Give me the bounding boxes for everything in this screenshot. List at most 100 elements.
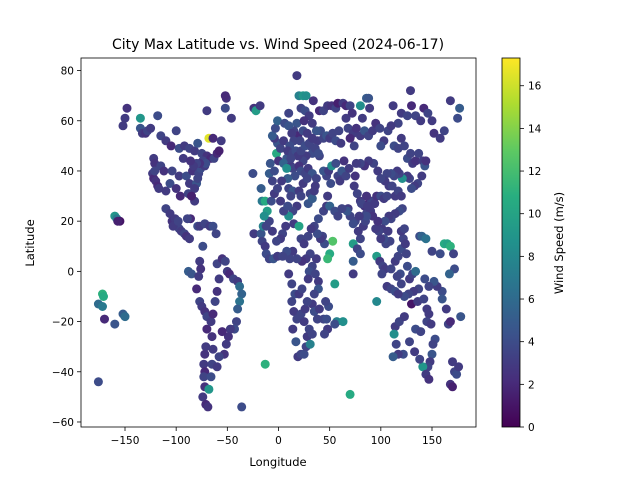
data-point-562 bbox=[287, 297, 297, 306]
data-point-293 bbox=[423, 108, 433, 118]
data-point-384 bbox=[411, 266, 421, 276]
data-point-349 bbox=[387, 181, 397, 191]
data-point-577 bbox=[305, 339, 315, 349]
data-point-573 bbox=[299, 317, 309, 327]
data-point-332 bbox=[351, 158, 361, 168]
data-point-466 bbox=[322, 314, 332, 324]
y-tick-label: −20 bbox=[52, 317, 74, 329]
data-point-10 bbox=[110, 319, 120, 329]
data-point-99 bbox=[208, 221, 218, 231]
data-point-158 bbox=[256, 184, 266, 193]
data-point-262 bbox=[345, 101, 355, 111]
data-point-519 bbox=[286, 153, 296, 163]
data-point-470 bbox=[321, 297, 331, 306]
data-point-457 bbox=[310, 269, 320, 279]
data-point-269 bbox=[349, 141, 359, 151]
data-point-502 bbox=[396, 279, 406, 289]
data-point-389 bbox=[435, 249, 445, 259]
y-tick-label: 60 bbox=[61, 116, 74, 128]
data-point-516 bbox=[307, 133, 317, 143]
data-point-62 bbox=[178, 153, 188, 163]
data-point-347 bbox=[382, 191, 392, 201]
data-point-546 bbox=[294, 221, 304, 231]
data-point-352 bbox=[396, 191, 406, 201]
data-point-170 bbox=[265, 158, 275, 168]
data-point-418 bbox=[424, 374, 434, 384]
data-point-79 bbox=[190, 184, 200, 193]
data-point-575 bbox=[300, 304, 310, 314]
data-point-541 bbox=[276, 196, 285, 206]
data-point-333 bbox=[350, 171, 360, 181]
data-point-161 bbox=[256, 229, 266, 239]
data-point-200 bbox=[308, 96, 318, 106]
data-point-441 bbox=[448, 382, 457, 392]
data-point-230 bbox=[326, 179, 336, 188]
data-point-543 bbox=[283, 201, 293, 211]
x-tick-label: −100 bbox=[162, 435, 191, 447]
data-point-421 bbox=[405, 337, 414, 347]
x-axis: −150 −100 −50 0 50 100 150 bbox=[111, 427, 442, 447]
data-point-100 bbox=[211, 229, 221, 239]
data-point-580 bbox=[297, 284, 307, 294]
data-point-460 bbox=[309, 289, 319, 299]
data-point-565 bbox=[288, 324, 298, 334]
data-point-5 bbox=[100, 314, 109, 324]
data-point-304 bbox=[399, 141, 409, 151]
data-point-60 bbox=[174, 171, 184, 181]
data-point-240 bbox=[344, 163, 354, 173]
y-tick-label: 20 bbox=[61, 216, 74, 228]
data-point-282 bbox=[376, 141, 386, 151]
data-point-538 bbox=[266, 196, 276, 206]
data-point-495 bbox=[362, 191, 371, 201]
data-point-176 bbox=[267, 131, 277, 141]
data-point-535 bbox=[259, 211, 269, 221]
data-point-22 bbox=[153, 111, 163, 121]
data-point-163 bbox=[260, 241, 270, 251]
x-axis-label: Longitude bbox=[249, 455, 306, 469]
data-point-4 bbox=[98, 302, 107, 311]
data-point-61 bbox=[175, 191, 185, 201]
data-point-416 bbox=[418, 362, 428, 372]
data-point-548 bbox=[299, 239, 309, 249]
data-point-296 bbox=[435, 133, 445, 143]
data-point-361 bbox=[371, 224, 381, 234]
data-point-453 bbox=[311, 254, 321, 264]
data-point-190 bbox=[277, 176, 287, 186]
data-point-419 bbox=[415, 354, 425, 364]
data-point-576 bbox=[302, 297, 312, 306]
data-point-0 bbox=[93, 377, 103, 387]
data-point-92 bbox=[182, 214, 192, 224]
data-point-506 bbox=[287, 128, 297, 138]
data-point-563 bbox=[289, 307, 299, 316]
data-point-141 bbox=[235, 297, 245, 306]
data-point-480 bbox=[355, 249, 365, 259]
x-tick-label: 150 bbox=[422, 435, 442, 447]
data-point-102 bbox=[187, 269, 196, 279]
data-point-129 bbox=[210, 297, 220, 306]
data-point-474 bbox=[338, 317, 348, 327]
data-point-491 bbox=[362, 211, 371, 221]
data-point-263 bbox=[347, 108, 357, 118]
data-points bbox=[93, 71, 466, 412]
data-point-275 bbox=[364, 93, 374, 103]
data-point-59 bbox=[171, 184, 181, 193]
data-point-272 bbox=[357, 113, 367, 123]
data-point-57 bbox=[165, 179, 175, 188]
data-point-112 bbox=[202, 324, 212, 334]
data-point-12 bbox=[120, 312, 130, 322]
data-point-295 bbox=[429, 128, 439, 138]
data-point-77 bbox=[186, 156, 195, 166]
data-point-420 bbox=[410, 347, 420, 357]
data-point-395 bbox=[444, 269, 454, 279]
data-point-387 bbox=[421, 234, 431, 244]
data-point-497 bbox=[377, 269, 387, 279]
data-point-446 bbox=[323, 254, 333, 264]
data-point-471 bbox=[330, 279, 340, 289]
data-point-475 bbox=[345, 389, 355, 399]
data-point-443 bbox=[456, 312, 466, 322]
data-point-193 bbox=[292, 71, 302, 81]
data-point-298 bbox=[445, 96, 455, 106]
data-point-140 bbox=[237, 289, 247, 299]
data-point-121 bbox=[203, 402, 213, 412]
data-point-126 bbox=[207, 332, 217, 342]
